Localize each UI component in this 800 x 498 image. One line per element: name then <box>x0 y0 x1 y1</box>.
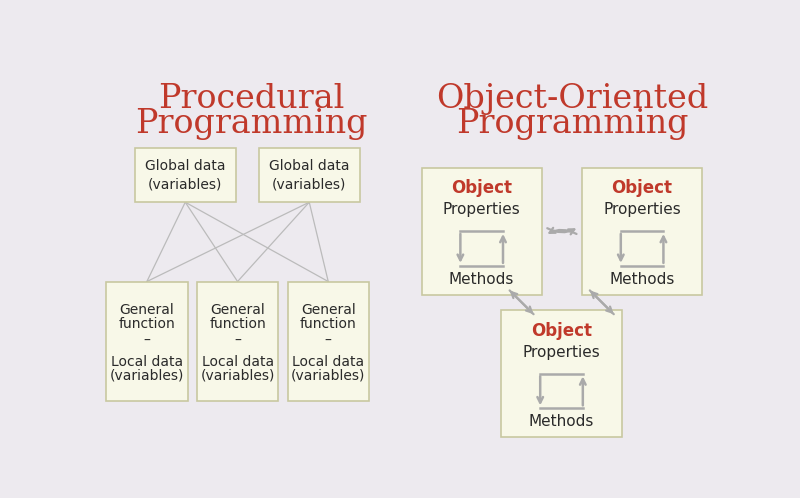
Text: Methods: Methods <box>529 414 594 429</box>
Text: Object-Oriented: Object-Oriented <box>437 83 709 115</box>
Text: –: – <box>234 334 241 348</box>
Text: function: function <box>118 317 175 331</box>
Text: (variables): (variables) <box>110 369 184 382</box>
Text: Programming: Programming <box>135 108 367 139</box>
Bar <box>502 310 622 437</box>
Text: Local data: Local data <box>202 355 274 369</box>
Text: General: General <box>210 303 265 317</box>
Bar <box>287 281 369 401</box>
Text: Properties: Properties <box>443 202 521 217</box>
Bar <box>197 281 278 401</box>
Text: Global data
(variables): Global data (variables) <box>269 159 350 191</box>
Text: Properties: Properties <box>603 202 681 217</box>
Text: function: function <box>300 317 357 331</box>
Text: Global data
(variables): Global data (variables) <box>145 159 226 191</box>
Text: Procedural: Procedural <box>158 83 344 115</box>
Text: –: – <box>325 334 332 348</box>
Text: Programming: Programming <box>457 108 689 139</box>
Text: Local data: Local data <box>292 355 364 369</box>
Bar <box>106 281 187 401</box>
Text: Object: Object <box>451 179 512 197</box>
Text: Local data: Local data <box>111 355 183 369</box>
Text: –: – <box>143 334 150 348</box>
Text: Methods: Methods <box>449 271 514 286</box>
Bar <box>582 167 702 295</box>
Text: General: General <box>119 303 174 317</box>
Bar <box>259 148 360 202</box>
Bar <box>135 148 236 202</box>
Text: Properties: Properties <box>522 345 600 360</box>
Text: Object: Object <box>531 322 592 340</box>
Bar <box>422 167 542 295</box>
Text: (variables): (variables) <box>200 369 274 382</box>
Text: (variables): (variables) <box>291 369 366 382</box>
Text: Object: Object <box>612 179 673 197</box>
Text: function: function <box>209 317 266 331</box>
Text: Methods: Methods <box>610 271 675 286</box>
Text: General: General <box>301 303 356 317</box>
